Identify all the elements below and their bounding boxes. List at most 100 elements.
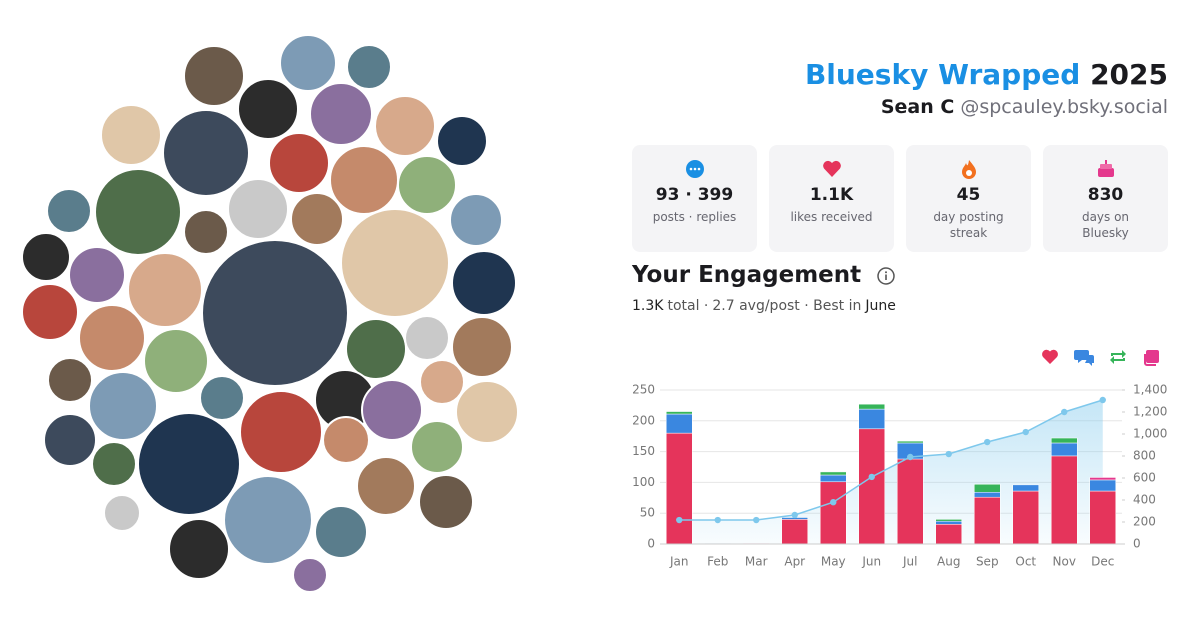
avatar [47, 357, 93, 403]
summary-part: 1.3K [632, 298, 664, 314]
avatar [201, 239, 349, 387]
line-point [753, 516, 760, 524]
summary-part: June [865, 298, 896, 314]
bar-segment [935, 520, 962, 525]
line-point [1099, 396, 1106, 404]
avatar [451, 250, 517, 316]
bar-segment [666, 411, 693, 415]
bar-segment [858, 403, 885, 410]
info-icon[interactable] [877, 266, 895, 285]
y2-tick-label: 800 [1133, 449, 1156, 463]
avatar [43, 413, 97, 467]
stat-value: 830 [1087, 185, 1124, 205]
line-point [907, 453, 914, 461]
x-tick-label: Jun [861, 555, 881, 569]
section-title-text: Your Engagement [632, 262, 862, 288]
title-brand: Bluesky Wrapped [804, 58, 1081, 91]
legend-icon[interactable] [1042, 349, 1058, 364]
y2-tick-label: 1,200 [1133, 405, 1167, 419]
bar-segment [858, 408, 885, 430]
avatar [88, 371, 158, 441]
line [679, 399, 1103, 521]
title: Bluesky Wrapped 2025 [805, 58, 1168, 91]
legend-icon[interactable] [1144, 350, 1159, 366]
icon-heart [822, 160, 841, 177]
bar-segment [1089, 479, 1116, 492]
avatar [199, 375, 245, 421]
avatar [374, 95, 436, 157]
handle: @spcauley.bsky.social [960, 96, 1168, 118]
bar-segment [1051, 442, 1078, 457]
line-point [984, 438, 991, 446]
y-tick-label: 50 [640, 506, 655, 520]
avatar [436, 115, 488, 167]
avatar [21, 283, 79, 341]
stat-card: 830 days on Bluesky [1043, 145, 1168, 252]
avatar [345, 318, 407, 380]
bar-segment [1051, 437, 1078, 444]
x-tick-label: Jul [902, 555, 917, 569]
y-tick-label: 100 [632, 475, 655, 489]
stat-label: likes received [790, 210, 873, 224]
stat-label: day posting streak [933, 210, 1004, 240]
avatar [322, 416, 370, 464]
avatar [340, 208, 450, 318]
line-point [1022, 428, 1029, 436]
y-tick-label: 0 [647, 537, 655, 551]
avatar [397, 155, 457, 215]
avatar [91, 441, 137, 487]
avatar [162, 109, 250, 197]
bar-segment [1012, 490, 1039, 545]
bar-segment [1089, 477, 1116, 481]
avatar [168, 518, 230, 580]
stat-card: 1.1K likes received [769, 145, 894, 252]
avatar [361, 379, 423, 441]
stat-value: 1.1K [809, 185, 854, 205]
y2-tick-label: 1,400 [1133, 383, 1167, 397]
legend-icon[interactable] [1074, 350, 1094, 366]
bar-segment [897, 440, 924, 444]
avatar [68, 246, 126, 304]
summary-part: total · [667, 298, 709, 314]
bar-segment [974, 492, 1001, 498]
avatar [279, 34, 337, 92]
line-point [830, 499, 837, 506]
avatar [237, 78, 299, 140]
icon-flame [961, 160, 976, 179]
icon-cake [1097, 160, 1114, 177]
avatar [227, 178, 289, 240]
line-point [676, 516, 683, 524]
y-tick-label: 150 [632, 444, 655, 458]
x-tick-label: Apr [784, 555, 805, 569]
bar-segment [1089, 490, 1116, 545]
avatar [410, 420, 464, 474]
avatar [290, 192, 344, 246]
stat-value: 93 · 399 [655, 185, 734, 205]
bar-segment [974, 496, 1001, 545]
bar-segment [781, 519, 808, 545]
avatar [419, 359, 465, 405]
x-tick-label: Aug [937, 555, 960, 569]
avatar [418, 474, 474, 530]
avatar [268, 132, 330, 194]
stat-value: 45 [956, 185, 981, 205]
avatar [143, 328, 209, 394]
avatar [314, 505, 368, 559]
avatar [455, 380, 519, 444]
avatar [449, 193, 503, 247]
line-point [945, 450, 952, 458]
x-tick-label: Sep [976, 555, 999, 569]
stat-label: posts · replies [652, 210, 737, 224]
x-tick-label: Dec [1091, 555, 1114, 569]
legend-icon[interactable] [1110, 350, 1126, 364]
title-year: 2025 [1090, 58, 1168, 91]
avatar [451, 316, 513, 378]
line-point [791, 511, 798, 519]
avatar [309, 82, 373, 146]
bar-segment [935, 519, 962, 522]
avatar [404, 315, 450, 361]
